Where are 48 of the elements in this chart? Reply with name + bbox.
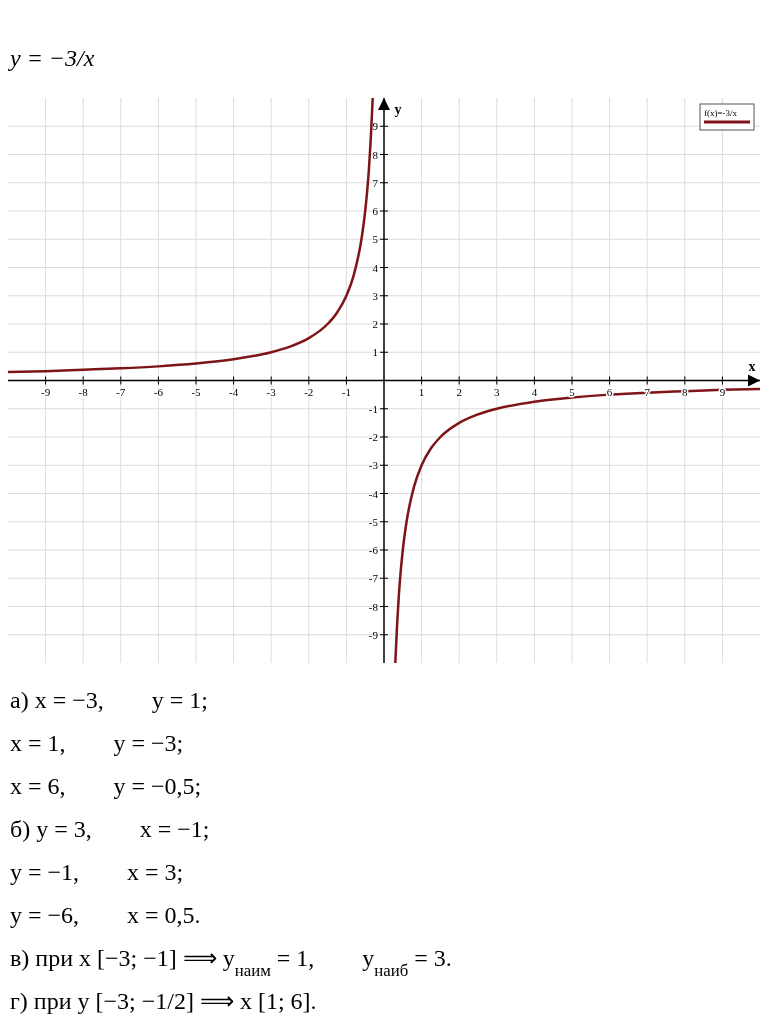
- x-tick-label: -2: [304, 385, 314, 398]
- text: x = 6, y = −0,5;: [10, 773, 202, 799]
- x-tick-label: 6: [606, 385, 613, 398]
- x-tick-label: 5: [569, 385, 576, 398]
- y-tick-label: 7: [372, 176, 379, 189]
- text: а) x = −3, y = 1;: [10, 687, 208, 713]
- x-tick-label: -3: [266, 385, 277, 398]
- text: x = 1, y = −3;: [10, 730, 184, 756]
- x-tick-label: -1: [341, 385, 351, 398]
- y-tick-label: 9: [372, 120, 379, 133]
- x-tick-label: -6: [153, 385, 164, 398]
- x-tick-label: -4: [229, 385, 239, 398]
- y-tick-label: 5: [372, 233, 379, 246]
- text: f(x)=-3/x: [704, 108, 738, 118]
- x-tick-label: 9: [719, 385, 726, 398]
- y-tick-label: 3: [372, 289, 379, 302]
- x-tick-label: -7: [116, 385, 126, 398]
- x-tick-label: 4: [531, 385, 538, 398]
- x-tick-label: -9: [41, 385, 51, 398]
- x-axis-title: x: [748, 358, 756, 374]
- y-tick-label: -6: [368, 544, 379, 556]
- text: в) при x [−3; −1] ⟹ y$_{наим}$ = 1, y$_{наиб}$ = 3.: [10, 945, 452, 980]
- text: б) y = 3, x = −1;: [10, 816, 210, 842]
- x-tick-label: 1: [418, 385, 425, 398]
- y-tick-label: 1: [372, 346, 378, 359]
- x-tick-label: 2: [456, 385, 462, 398]
- y-tick-label: 2: [372, 318, 378, 330]
- y-tick-label: -3: [368, 459, 379, 472]
- chart-title: y = −3/x: [8, 45, 95, 71]
- y-tick-label: -9: [368, 628, 379, 641]
- y-tick-label: -4: [368, 487, 379, 500]
- text: y = −1, x = 3;: [10, 859, 184, 885]
- x-tick-label: -5: [191, 385, 202, 398]
- y-axis-title: y: [394, 102, 402, 117]
- x-tick-label: 3: [494, 385, 501, 398]
- x-tick-label: 8: [682, 385, 689, 398]
- y-tick-label: -8: [368, 600, 379, 613]
- text: г) при y [−3; −1/2] ⟹ x [1; 6].: [10, 988, 317, 1014]
- y-tick-label: -7: [368, 572, 379, 585]
- x-tick-label: -8: [78, 385, 89, 398]
- y-tick-label: 4: [372, 261, 379, 274]
- x-tick-label: 7: [644, 385, 651, 398]
- y-tick-label: 6: [372, 205, 379, 217]
- y-tick-label: -1: [368, 402, 378, 415]
- y-tick-label: -2: [368, 431, 378, 443]
- y-tick-label: 8: [372, 148, 379, 161]
- y-tick-label: -5: [368, 515, 379, 528]
- text: y = −6, x = 0,5.: [10, 902, 201, 928]
